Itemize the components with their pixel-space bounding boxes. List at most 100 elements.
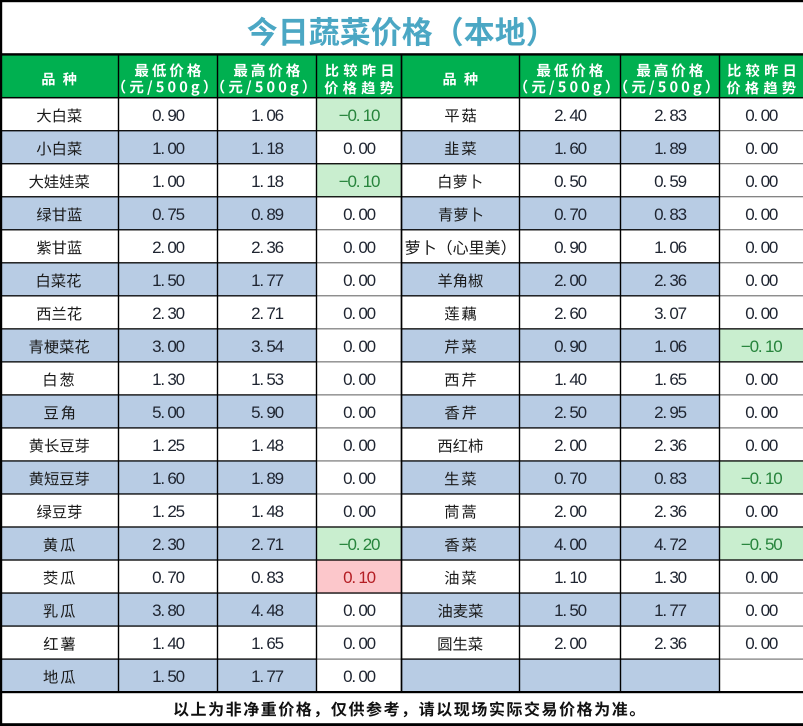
svg-text:0. 89: 0. 89 (251, 205, 284, 224)
svg-text:1. 30: 1. 30 (654, 568, 687, 587)
svg-text:0. 00: 0. 00 (343, 370, 376, 389)
svg-text:0. 00: 0. 00 (745, 139, 778, 158)
svg-text:0. 00: 0. 00 (745, 403, 778, 422)
svg-text:0. 00: 0. 00 (745, 271, 778, 290)
svg-text:1. 40: 1. 40 (554, 370, 587, 389)
svg-text:0. 00: 0. 00 (343, 403, 376, 422)
svg-text:0. 00: 0. 00 (343, 502, 376, 521)
svg-text:1. 65: 1. 65 (251, 634, 284, 653)
svg-text:1. 77: 1. 77 (251, 271, 284, 290)
svg-text:1. 65: 1. 65 (654, 370, 687, 389)
svg-text:2. 50: 2. 50 (554, 403, 587, 422)
svg-text:0. 00: 0. 00 (745, 601, 778, 620)
svg-text:1. 00: 1. 00 (152, 172, 185, 191)
svg-text:0. 90: 0. 90 (152, 106, 185, 125)
svg-text:0. 00: 0. 00 (343, 205, 376, 224)
svg-text:0. 00: 0. 00 (343, 436, 376, 455)
svg-text:−0. 10: −0. 10 (339, 172, 380, 191)
svg-text:1. 18: 1. 18 (251, 172, 284, 191)
svg-text:1. 18: 1. 18 (251, 139, 284, 158)
svg-text:0. 50: 0. 50 (554, 172, 587, 191)
svg-text:4. 72: 4. 72 (654, 535, 687, 554)
svg-text:0. 83: 0. 83 (654, 469, 687, 488)
svg-text:0. 90: 0. 90 (554, 337, 587, 356)
svg-text:2. 83: 2. 83 (654, 106, 687, 125)
svg-text:1. 48: 1. 48 (251, 502, 284, 521)
svg-text:2. 36: 2. 36 (654, 271, 687, 290)
svg-text:1. 50: 1. 50 (152, 667, 185, 686)
svg-text:0. 00: 0. 00 (745, 304, 778, 323)
svg-text:0. 00: 0. 00 (745, 238, 778, 257)
svg-text:2. 36: 2. 36 (654, 502, 687, 521)
svg-text:4. 00: 4. 00 (554, 535, 587, 554)
svg-text:0. 00: 0. 00 (745, 106, 778, 125)
svg-text:2. 71: 2. 71 (251, 535, 284, 554)
svg-text:1. 06: 1. 06 (654, 337, 687, 356)
svg-text:1. 50: 1. 50 (152, 271, 185, 290)
svg-text:2. 40: 2. 40 (554, 106, 587, 125)
svg-text:3. 54: 3. 54 (251, 337, 284, 356)
svg-text:0. 00: 0. 00 (745, 370, 778, 389)
svg-text:0. 00: 0. 00 (745, 502, 778, 521)
svg-text:0. 83: 0. 83 (654, 205, 687, 224)
svg-text:0. 00: 0. 00 (343, 667, 376, 686)
svg-text:2. 00: 2. 00 (554, 634, 587, 653)
svg-text:1. 77: 1. 77 (251, 667, 284, 686)
svg-text:0. 00: 0. 00 (745, 568, 778, 587)
svg-text:4. 48: 4. 48 (251, 601, 284, 620)
svg-text:2. 60: 2. 60 (554, 304, 587, 323)
svg-text:0. 00: 0. 00 (343, 337, 376, 356)
svg-text:1. 89: 1. 89 (251, 469, 284, 488)
svg-text:0. 00: 0. 00 (745, 205, 778, 224)
svg-text:−0. 20: −0. 20 (339, 535, 380, 554)
svg-text:1. 48: 1. 48 (251, 436, 284, 455)
svg-text:2. 71: 2. 71 (251, 304, 284, 323)
svg-text:1. 30: 1. 30 (152, 370, 185, 389)
svg-text:2. 95: 2. 95 (654, 403, 687, 422)
svg-text:5. 90: 5. 90 (251, 403, 284, 422)
svg-text:2. 36: 2. 36 (251, 238, 284, 257)
svg-text:−0. 10: −0. 10 (741, 337, 782, 356)
svg-text:−0. 10: −0. 10 (339, 106, 380, 125)
svg-text:1. 25: 1. 25 (152, 436, 185, 455)
svg-text:0. 00: 0. 00 (343, 304, 376, 323)
svg-text:−0. 50: −0. 50 (741, 535, 782, 554)
svg-text:1. 89: 1. 89 (654, 139, 687, 158)
svg-text:3. 07: 3. 07 (654, 304, 687, 323)
svg-text:1. 00: 1. 00 (152, 139, 185, 158)
svg-text:3. 00: 3. 00 (152, 337, 185, 356)
svg-text:1. 60: 1. 60 (152, 469, 185, 488)
svg-text:1. 06: 1. 06 (251, 106, 284, 125)
svg-text:3. 80: 3. 80 (152, 601, 185, 620)
svg-text:0. 70: 0. 70 (554, 205, 587, 224)
svg-text:0. 10: 0. 10 (343, 568, 376, 587)
svg-text:0. 75: 0. 75 (152, 205, 185, 224)
svg-text:2. 30: 2. 30 (152, 535, 185, 554)
svg-text:0. 83: 0. 83 (251, 568, 284, 587)
svg-text:0. 00: 0. 00 (343, 139, 376, 158)
svg-text:5. 00: 5. 00 (152, 403, 185, 422)
svg-text:2. 36: 2. 36 (654, 436, 687, 455)
svg-text:0. 00: 0. 00 (343, 271, 376, 290)
svg-text:1. 40: 1. 40 (152, 634, 185, 653)
svg-text:1. 25: 1. 25 (152, 502, 185, 521)
svg-text:0. 00: 0. 00 (745, 172, 778, 191)
svg-text:1. 77: 1. 77 (654, 601, 687, 620)
svg-text:1. 10: 1. 10 (554, 568, 587, 587)
svg-text:0. 00: 0. 00 (343, 601, 376, 620)
svg-text:0. 90: 0. 90 (554, 238, 587, 257)
svg-text:0. 70: 0. 70 (554, 469, 587, 488)
svg-text:2. 00: 2. 00 (554, 502, 587, 521)
svg-text:−0. 10: −0. 10 (741, 469, 782, 488)
svg-text:2. 00: 2. 00 (554, 271, 587, 290)
svg-text:0. 59: 0. 59 (654, 172, 687, 191)
svg-text:2. 36: 2. 36 (654, 634, 687, 653)
svg-text:2. 00: 2. 00 (152, 238, 185, 257)
svg-text:0. 00: 0. 00 (343, 469, 376, 488)
svg-text:0. 00: 0. 00 (745, 436, 778, 455)
svg-text:0. 70: 0. 70 (152, 568, 185, 587)
svg-text:0. 00: 0. 00 (745, 634, 778, 653)
svg-text:1. 06: 1. 06 (654, 238, 687, 257)
svg-text:2. 30: 2. 30 (152, 304, 185, 323)
svg-text:1. 50: 1. 50 (554, 601, 587, 620)
